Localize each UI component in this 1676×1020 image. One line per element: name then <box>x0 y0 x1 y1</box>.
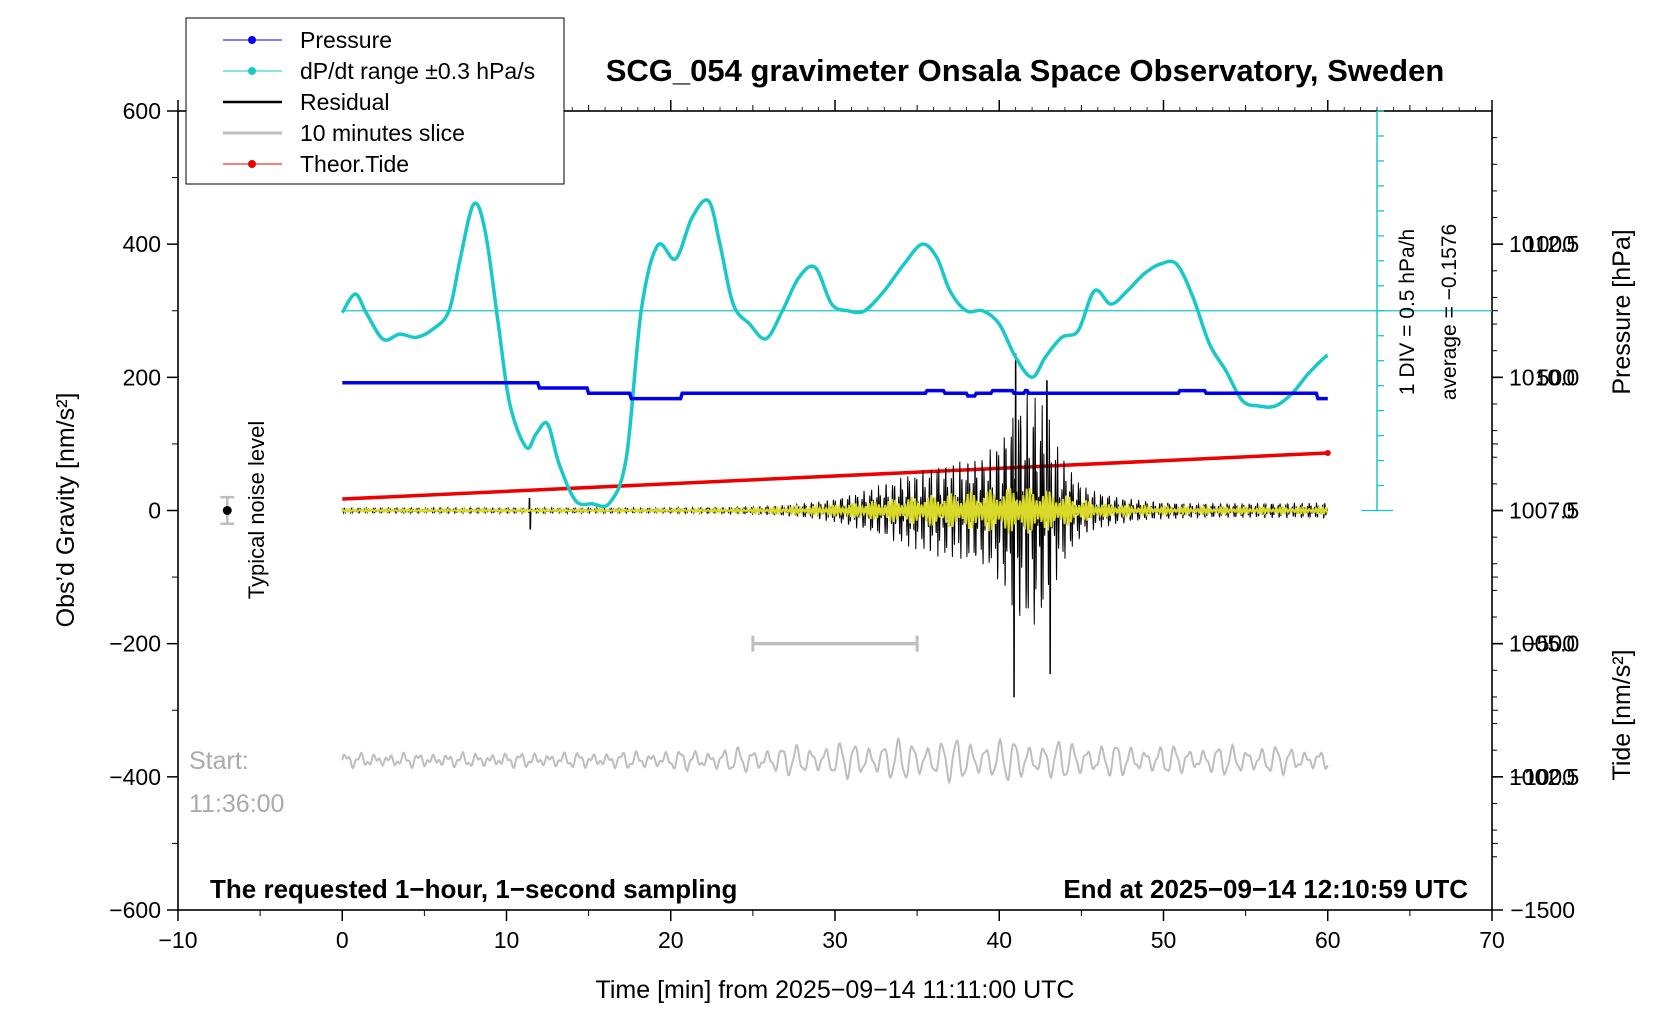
tide-line <box>342 451 1328 501</box>
y-left-tick-label: −200 <box>109 631 161 657</box>
filtered-residual-trace <box>341 487 1329 534</box>
legend-marker-tide <box>248 160 256 168</box>
tide-tick-label: −1000 <box>1510 764 1575 790</box>
legend-label-dpdt: dP/dt range ±0.3 hPa/s <box>300 58 535 84</box>
x-tick-label: 60 <box>1315 927 1341 953</box>
pressure-trace <box>342 380 1328 401</box>
axis-ticks: −10 0 10 20 30 40 50 60 70 −600 −400 −200 0 200 400 600… <box>109 98 1579 953</box>
pressure-tick-label: 1002.5 <box>1509 764 1579 790</box>
x-tick-label: 0 <box>336 927 349 953</box>
residual-trace <box>341 353 1329 698</box>
div-label: 1 DIV = 0.5 hPa/h <box>1396 229 1419 395</box>
tide-tick-label: −500 <box>1523 631 1575 657</box>
tide-tick-label: 0 <box>1562 498 1575 524</box>
pressure-tick-label: 1012.5 <box>1509 231 1579 257</box>
y-axis-label-left: Obs’d Gravity [nm/s²] <box>52 393 80 628</box>
legend-entry-residual: Residual <box>223 89 390 115</box>
noise-level-label: Typical noise level <box>244 421 269 600</box>
legend-label-residual: Residual <box>300 89 390 115</box>
bottom-right-note: End at 2025−09−14 12:10:59 UTC <box>1063 874 1468 904</box>
y-axis-label-tide: Tide [nm/s²] <box>1608 649 1636 780</box>
legend-entry-pressure: Pressure <box>223 27 392 53</box>
legend-label-pressure: Pressure <box>300 27 392 53</box>
y-left-tick-label: −400 <box>109 764 161 790</box>
x-tick-label: 40 <box>986 927 1012 953</box>
chart-title: SCG_054 gravimeter Onsala Space Observat… <box>606 53 1445 88</box>
y-axis-label-pressure: Pressure [hPa] <box>1608 229 1636 394</box>
x-tick-label: 10 <box>494 927 520 953</box>
slice-trace <box>341 736 1329 785</box>
tide-end-marker <box>1324 449 1331 456</box>
pressure-tick-label: 1005.0 <box>1509 631 1579 657</box>
start-label: Start: <box>189 747 249 775</box>
legend-entry-slice: 10 minutes slice <box>223 120 465 146</box>
bottom-left-note: The requested 1−hour, 1−second sampling <box>210 874 737 904</box>
legend-marker-dpdt <box>248 67 256 75</box>
series-layer <box>220 198 1492 785</box>
legend-label-tide: Theor.Tide <box>300 151 409 177</box>
legend-entry-dpdt: dP/dt range ±0.3 hPa/s <box>223 58 535 84</box>
y-left-tick-label: 200 <box>123 364 161 390</box>
y-left-tick-label: 400 <box>123 231 161 257</box>
x-axis-label: Time [min] from 2025−09−14 11:11:00 UTC <box>596 976 1075 1004</box>
start-time: 11:36:00 <box>189 790 284 818</box>
pressure-tick-label: 1007.5 <box>1509 498 1579 524</box>
x-tick-label: 70 <box>1479 927 1505 953</box>
average-label: average = −0.1576 <box>1438 224 1461 400</box>
tide-tick-label: −1500 <box>1510 897 1575 923</box>
x-tick-label: 30 <box>822 927 848 953</box>
x-tick-label: 50 <box>1151 927 1177 953</box>
dpdt-trace <box>340 198 1330 509</box>
legend-label-slice: 10 minutes slice <box>300 120 465 146</box>
y-left-tick-label: −600 <box>109 897 161 923</box>
legend-marker-pressure <box>248 36 256 44</box>
tide-tick-label: 500 <box>1537 364 1575 390</box>
legend-entry-tide: Theor.Tide <box>223 151 409 177</box>
x-tick-label: −10 <box>158 927 197 953</box>
legend: Pressure dP/dt range ±0.3 hPa/s Residual… <box>185 17 565 185</box>
legend-box <box>185 17 565 185</box>
pressure-tick-label: 1010.0 <box>1509 364 1579 390</box>
y-left-tick-label: 0 <box>148 498 161 524</box>
y-left-tick-label: 600 <box>123 98 161 124</box>
x-tick-label: 20 <box>658 927 684 953</box>
tide-tick-label: 1000 <box>1524 231 1575 257</box>
noise-point <box>222 506 232 515</box>
